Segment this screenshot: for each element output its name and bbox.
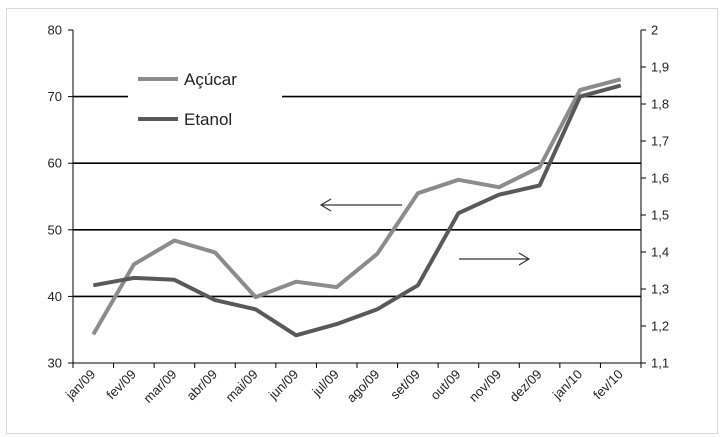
left-axis-tick-label: 30 [48, 356, 62, 371]
right-arrow-head [518, 252, 531, 266]
right-axis-tick-label: 1,7 [651, 134, 669, 149]
right-axis-tick-label: 1,3 [651, 282, 669, 297]
left-axis-tick-label: 80 [48, 23, 62, 38]
left-axis-tick-label: 60 [48, 156, 62, 171]
x-axis-tick-label: fev/09 [103, 367, 139, 403]
x-axis-tick-label: set/09 [387, 367, 423, 403]
right-axis-tick-label: 1,8 [651, 97, 669, 112]
x-axis-tick-label: jan/10 [549, 367, 585, 403]
right-axis-tick-label: 1,2 [651, 319, 669, 334]
x-axis-tick-label: nov/09 [466, 367, 504, 405]
x-axis-tick-label: ago/09 [344, 367, 383, 406]
x-axis-tick-label: fev/10 [590, 367, 626, 403]
legend-background [128, 62, 282, 134]
right-axis-tick-label: 1,4 [651, 245, 669, 260]
x-axis-tick-label: jan/09 [62, 367, 98, 403]
right-axis-tick-label: 1,9 [651, 60, 669, 75]
right-axis-tick-label: 1,6 [651, 171, 669, 186]
x-axis-tick-label: mai/09 [222, 367, 260, 405]
right-axis-tick-label: 1,5 [651, 208, 669, 223]
left-axis-tick-label: 40 [48, 289, 62, 304]
x-axis-tick-label: jul/09 [309, 367, 342, 400]
x-axis-tick-label: jun/09 [265, 367, 301, 403]
legend-label: Etanol [184, 110, 232, 129]
right-axis-tick-label: 2 [651, 23, 658, 38]
x-axis-tick-label: mar/09 [140, 367, 179, 406]
right-axis-tick-label: 1,1 [651, 356, 669, 371]
legend-label: Açúcar [184, 70, 237, 89]
x-axis-tick-label: dez/09 [506, 367, 544, 405]
series-line-açúcar [91, 77, 622, 336]
series-line-etanol [92, 83, 622, 338]
x-axis-tick-label: out/09 [427, 367, 463, 403]
left-axis-tick-label: 70 [48, 89, 62, 104]
left-axis-tick-label: 50 [48, 222, 62, 237]
left-arrow-head [319, 198, 332, 212]
x-axis-tick-label: abr/09 [183, 367, 220, 404]
